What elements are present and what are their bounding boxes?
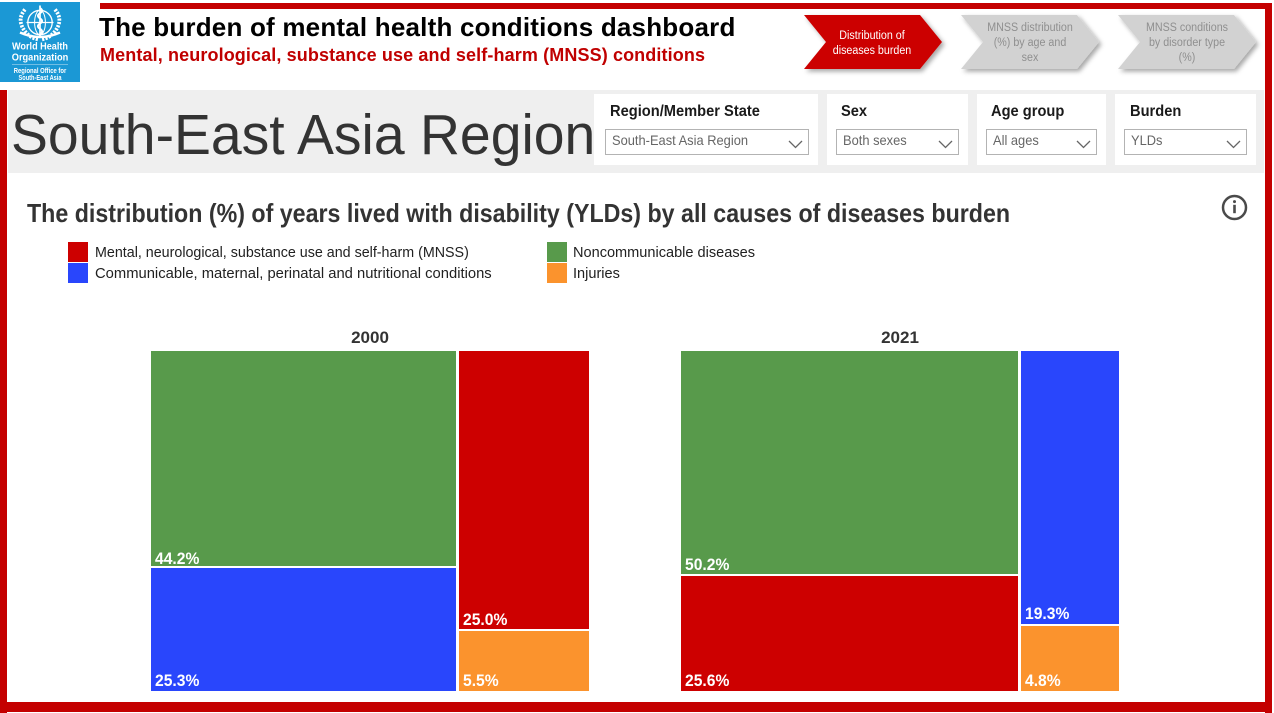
svg-text:Regional Office for: Regional Office for xyxy=(14,68,67,75)
svg-text:South-East Asia: South-East Asia xyxy=(19,75,62,82)
svg-text:World Health: World Health xyxy=(12,41,68,52)
svg-text:Organization: Organization xyxy=(12,52,69,63)
